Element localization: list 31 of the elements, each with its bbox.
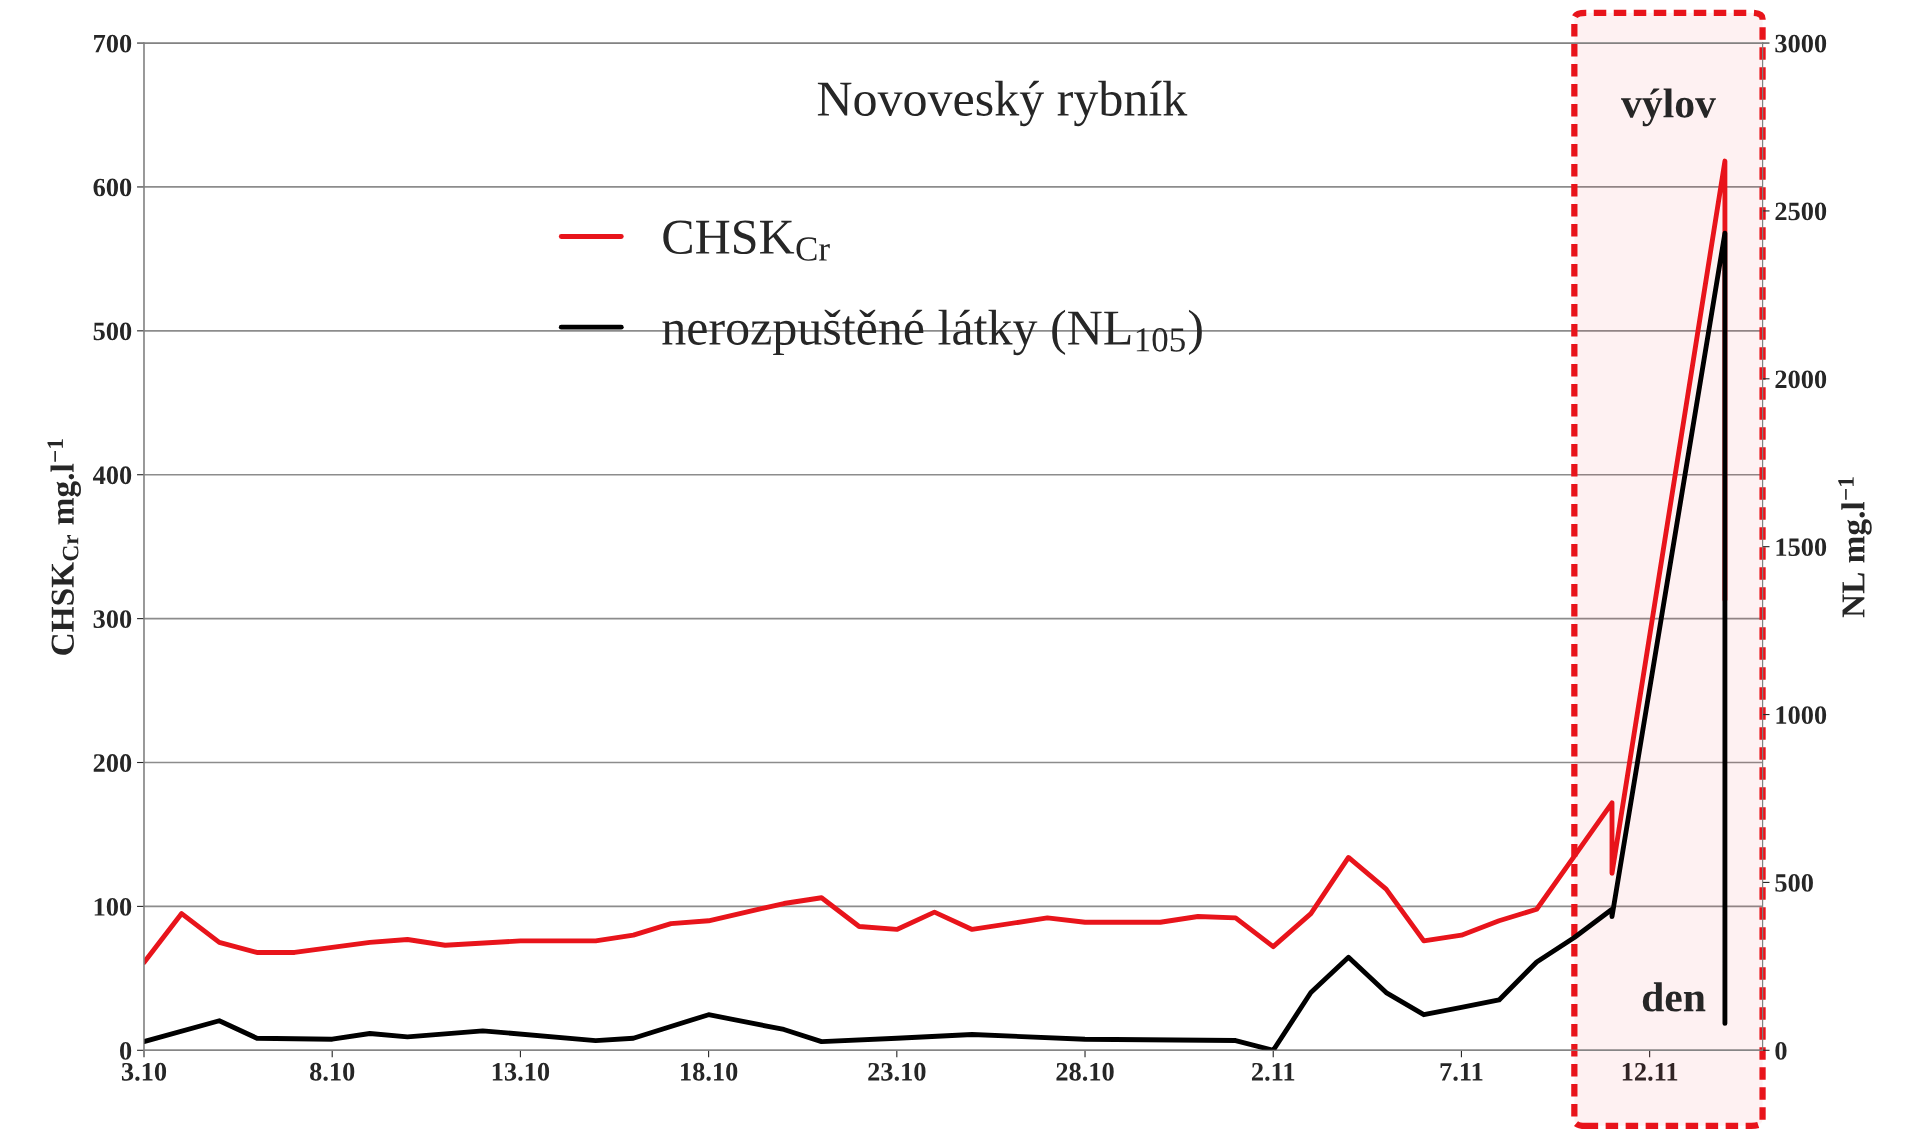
x-tick-label: 28.10 <box>1056 1062 1114 1081</box>
y2-axis-title: NL mg.l$^{−1}$ <box>1838 477 1872 618</box>
x-tick-label: 2.11 <box>1251 1062 1295 1081</box>
x-tick-label: 12.11 <box>1622 1062 1678 1081</box>
y2-tick-label: 3000 <box>1775 34 1827 53</box>
x-tick-label: 13.10 <box>492 1062 550 1081</box>
y-tick-label: 600 <box>93 178 132 197</box>
y-tick-label: 700 <box>94 34 132 53</box>
text: Novoveský rybník <box>817 80 1188 127</box>
x-tick-label: 3.10 <box>121 1062 167 1081</box>
y2-tick-label: 500 <box>1775 874 1813 892</box>
y-tick-label: 0 <box>120 1041 132 1060</box>
x-tick-label: 7.11 <box>1440 1062 1483 1081</box>
x-tick-label: 23.10 <box>868 1062 926 1081</box>
y-tick-label: 200 <box>93 754 132 772</box>
y2-tick-label: 2500 <box>1775 202 1827 221</box>
legend-label: CHSK$_{Cr}$ <box>663 220 830 261</box>
y-axis-title: CHSK$_{Cr}$ mg.l$^{−1}$ <box>47 439 81 655</box>
x-tick-label: 18.10 <box>681 1062 738 1081</box>
y2-tick-label: 1500 <box>1776 538 1827 557</box>
y2-tick-label: 0 <box>1775 1041 1787 1060</box>
band-label: výlov <box>1621 88 1716 127</box>
annotation: den <box>1642 982 1706 1012</box>
y2-tick-label: 2000 <box>1775 370 1827 389</box>
y-tick-label: 400 <box>92 466 132 485</box>
y-tick-label: 300 <box>93 610 132 629</box>
y2-tick-label: 1000 <box>1776 706 1827 724</box>
y-tick-label: 100 <box>94 898 132 916</box>
y-tick-label: 500 <box>93 322 132 341</box>
x-tick-label: 8.10 <box>309 1062 355 1081</box>
legend-label: nerozpuštěné látky (NL$_{105}$) <box>662 309 1202 356</box>
